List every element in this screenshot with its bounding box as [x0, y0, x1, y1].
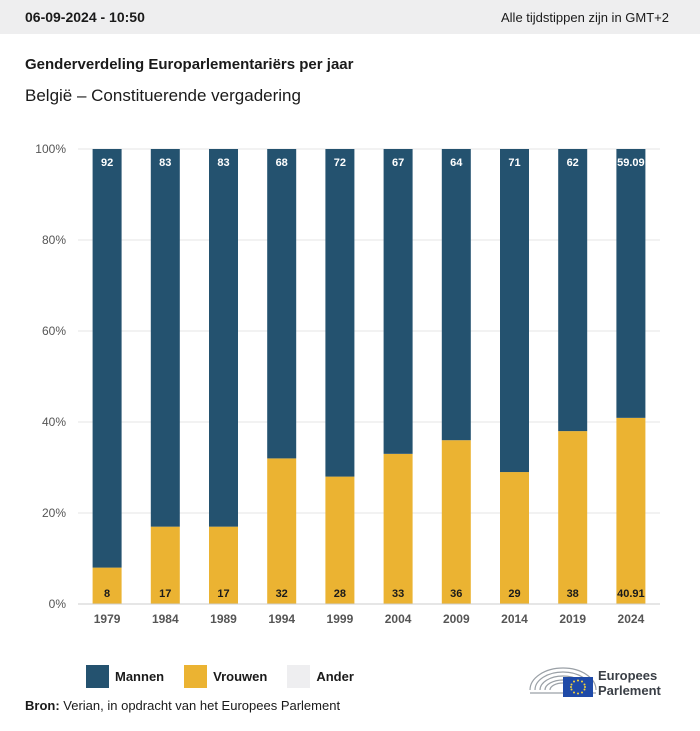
- bar-mannen: [616, 149, 646, 418]
- y-tick-label: 40%: [42, 415, 66, 429]
- bar-vrouwen: [92, 567, 122, 604]
- timestamp: 06-09-2024 - 10:50: [25, 9, 145, 25]
- data-label-mannen: 62: [567, 157, 579, 169]
- x-tick-label: 1994: [268, 612, 295, 626]
- data-label-mannen: 83: [217, 157, 229, 169]
- y-tick-label: 20%: [42, 506, 66, 520]
- data-label-mannen: 71: [508, 157, 520, 169]
- bar-mannen: [558, 149, 588, 432]
- x-tick-label: 1989: [210, 612, 237, 626]
- x-tick-label: 2014: [501, 612, 528, 626]
- bar-mannen: [267, 149, 297, 459]
- bar-mannen: [325, 149, 355, 477]
- bar-vrouwen: [209, 526, 238, 604]
- data-label-vrouwen: 28: [334, 588, 346, 600]
- source-prefix: Bron:: [25, 698, 60, 713]
- legend: Mannen Vrouwen Ander: [86, 665, 374, 688]
- data-label-vrouwen: 38: [567, 588, 579, 600]
- source-note: Bron: Verian, in opdracht van het Europe…: [25, 698, 340, 713]
- legend-swatch-ander: [287, 665, 311, 688]
- x-tick-label: 2009: [443, 612, 470, 626]
- y-tick-label: 60%: [42, 324, 66, 338]
- data-label-mannen: 64: [450, 157, 463, 169]
- y-tick-label: 100%: [35, 142, 66, 156]
- legend-label-ander: Ander: [316, 669, 354, 684]
- bar-mannen: [150, 149, 180, 527]
- timezone-note: Alle tijdstippen zijn in GMT+2: [501, 9, 669, 25]
- data-label-vrouwen: 32: [276, 588, 288, 600]
- data-label-vrouwen: 17: [217, 588, 229, 600]
- data-label-mannen: 68: [276, 157, 288, 169]
- x-tick-label: 2019: [559, 612, 586, 626]
- bar-mannen: [209, 149, 238, 527]
- european-parliament-logo: [529, 667, 597, 697]
- bar-mannen: [92, 149, 122, 568]
- x-tick-label: 2024: [618, 612, 645, 626]
- legend-item-ander: Ander: [287, 665, 354, 688]
- bar-vrouwen: [383, 453, 413, 604]
- bar-vrouwen: [500, 472, 529, 604]
- source-text: Verian, in opdracht van het Europees Par…: [59, 698, 341, 713]
- y-tick-label: 80%: [42, 233, 66, 247]
- data-label-vrouwen: 36: [450, 588, 462, 600]
- data-label-vrouwen: 29: [508, 588, 520, 600]
- chart-subtitle: België – Constituerende vergadering: [25, 86, 301, 105]
- data-label-mannen: 72: [334, 157, 346, 169]
- eu-flag-icon: [563, 677, 593, 697]
- data-label-mannen: 59.09: [617, 157, 645, 169]
- bar-vrouwen: [150, 526, 180, 604]
- logo-line2: Parlement: [598, 683, 661, 698]
- logo-text: Europees Parlement: [598, 668, 661, 698]
- x-tick-label: 1979: [94, 612, 121, 626]
- legend-item-vrouwen: Vrouwen: [184, 665, 267, 688]
- data-label-vrouwen: 17: [159, 588, 171, 600]
- logo-line1: Europees: [598, 668, 658, 683]
- bar-vrouwen: [267, 458, 297, 604]
- bar-vrouwen: [616, 417, 646, 604]
- x-tick-label: 2004: [385, 612, 412, 626]
- legend-label-mannen: Mannen: [115, 669, 165, 684]
- y-tick-label: 0%: [49, 597, 67, 611]
- legend-label-vrouwen: Vrouwen: [213, 669, 268, 684]
- data-label-mannen: 67: [392, 157, 404, 169]
- bar-vrouwen: [558, 431, 588, 604]
- data-label-mannen: 83: [159, 157, 171, 169]
- x-tick-label: 1999: [327, 612, 354, 626]
- legend-item-mannen: Mannen: [86, 665, 164, 688]
- chart-title: Genderverdeling Europarlementariërs per …: [25, 56, 354, 73]
- data-label-vrouwen: 8: [104, 588, 110, 600]
- data-label-vrouwen: 40.91: [617, 588, 645, 600]
- legend-swatch-mannen: [86, 665, 109, 688]
- bar-mannen: [500, 149, 529, 473]
- top-bar: 06-09-2024 - 10:50 Alle tijdstippen zijn…: [0, 0, 700, 34]
- data-label-vrouwen: 33: [392, 588, 404, 600]
- bar-vrouwen: [325, 476, 355, 604]
- bar-vrouwen: [441, 440, 471, 604]
- legend-swatch-vrouwen: [184, 665, 208, 688]
- data-label-mannen: 92: [101, 157, 113, 169]
- bar-chart: 0% 20% 40% 60% 80% 100% 92 8 1979 83 17 1984 83 17 198…: [35, 142, 660, 626]
- bar-mannen: [441, 149, 471, 441]
- x-tick-label: 1984: [152, 612, 179, 626]
- bar-mannen: [383, 149, 413, 454]
